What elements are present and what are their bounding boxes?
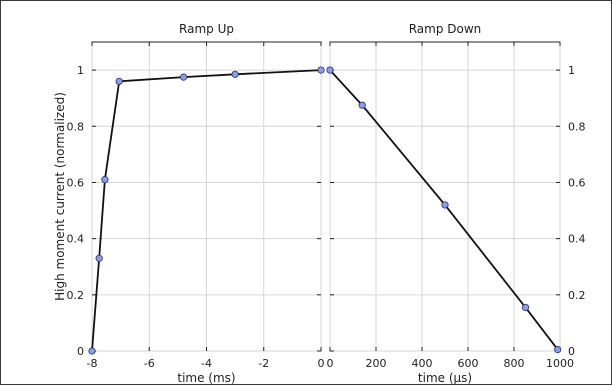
panel-ramp-down-y-tick-label: 0 [568, 345, 575, 358]
panel-ramp-down-grid [329, 42, 561, 352]
panel-ramp-down-x-tick-label: 200 [366, 357, 387, 370]
panel-ramp-down-x-tick-label: 800 [504, 357, 525, 370]
panel-ramp-up-data-point [88, 347, 96, 355]
panel-ramp-down-plot-area [329, 41, 561, 352]
shared-y-axis-label: High moment current (normalized) [53, 92, 67, 301]
panel-ramp-up-x-tick-label: -2 [258, 357, 269, 370]
panel-ramp-down-data-point [358, 101, 366, 109]
panel-ramp-down-x-tick-label: 600 [458, 357, 479, 370]
panel-ramp-down-data-point [554, 345, 562, 354]
panel-ramp-up-data-point [101, 176, 109, 184]
panel-ramp-up-ticks: -8 -6 -4 -2 0 0 0.2 0.4 0.6 0.8 1 [67, 42, 325, 370]
panel-ramp-up-data-point [317, 66, 325, 74]
panel-ramp-down-data-point [441, 201, 449, 209]
panel-ramp-down-y-tick-label: 0.6 [568, 176, 586, 189]
panel-ramp-up-y-tick-label: 0.8 [67, 120, 85, 133]
panel-ramp-up-data [88, 66, 325, 355]
panel-ramp-up-data-point [231, 70, 239, 78]
panel-ramp-up-x-tick-label: -8 [87, 357, 98, 370]
panel-ramp-up-x-tick-label: 0 [318, 357, 325, 370]
panel-ramp-down-x-tick-label: 400 [412, 357, 433, 370]
panel-ramp-up-data-point [180, 73, 188, 81]
panel-ramp-up-data-point [115, 77, 123, 85]
panel-ramp-up-y-tick-label: 0 [77, 345, 84, 358]
panel-ramp-down-x-tick-label: 0 [327, 357, 334, 370]
panel-ramp-down-data-point [326, 66, 334, 74]
panel-ramp-up-grid [91, 42, 322, 352]
panel-ramp-up-y-tick-label: 0.2 [67, 289, 85, 302]
panel-ramp-down-data-point [521, 303, 530, 312]
panel-ramp-up-y-tick-label: 0.6 [67, 176, 85, 189]
panel-ramp-down-x-axis-label: time (µs) [418, 371, 472, 385]
panel-ramp-down-data [326, 66, 562, 354]
panel-ramp-down-y-tick-label: 1 [568, 64, 575, 77]
panel-ramp-down: Ramp Down time (µs) 0 200 400 600 800 100000.… [326, 22, 586, 385]
panel-ramp-up-y-tick-label: 1 [77, 64, 84, 77]
panel-ramp-up-y-tick-label: 0.4 [67, 233, 85, 246]
panel-ramp-up-x-tick-label: -4 [201, 357, 212, 370]
panel-ramp-up: Ramp Up time (ms) High moment current (n… [53, 22, 325, 385]
panel-ramp-up-layer: -8 -6 -4 -2 0 0 0.2 0.4 0.6 0.8 1 [67, 42, 325, 370]
panel-ramp-down-y-tick-label: 0.8 [568, 120, 586, 133]
panel-ramp-up-data-point [95, 254, 103, 262]
panel-ramp-down-title: Ramp Down [409, 22, 482, 36]
panel-ramp-down-y-tick-label: 0.2 [568, 289, 586, 302]
panel-ramp-down-y-tick-label: 0.4 [568, 233, 586, 246]
panel-ramp-down-x-tick-label: 1000 [546, 357, 574, 370]
panel-ramp-up-x-axis-label: time (ms) [177, 371, 235, 385]
panel-ramp-up-title: Ramp Up [179, 22, 234, 36]
panel-ramp-up-x-tick-label: -6 [144, 357, 155, 370]
